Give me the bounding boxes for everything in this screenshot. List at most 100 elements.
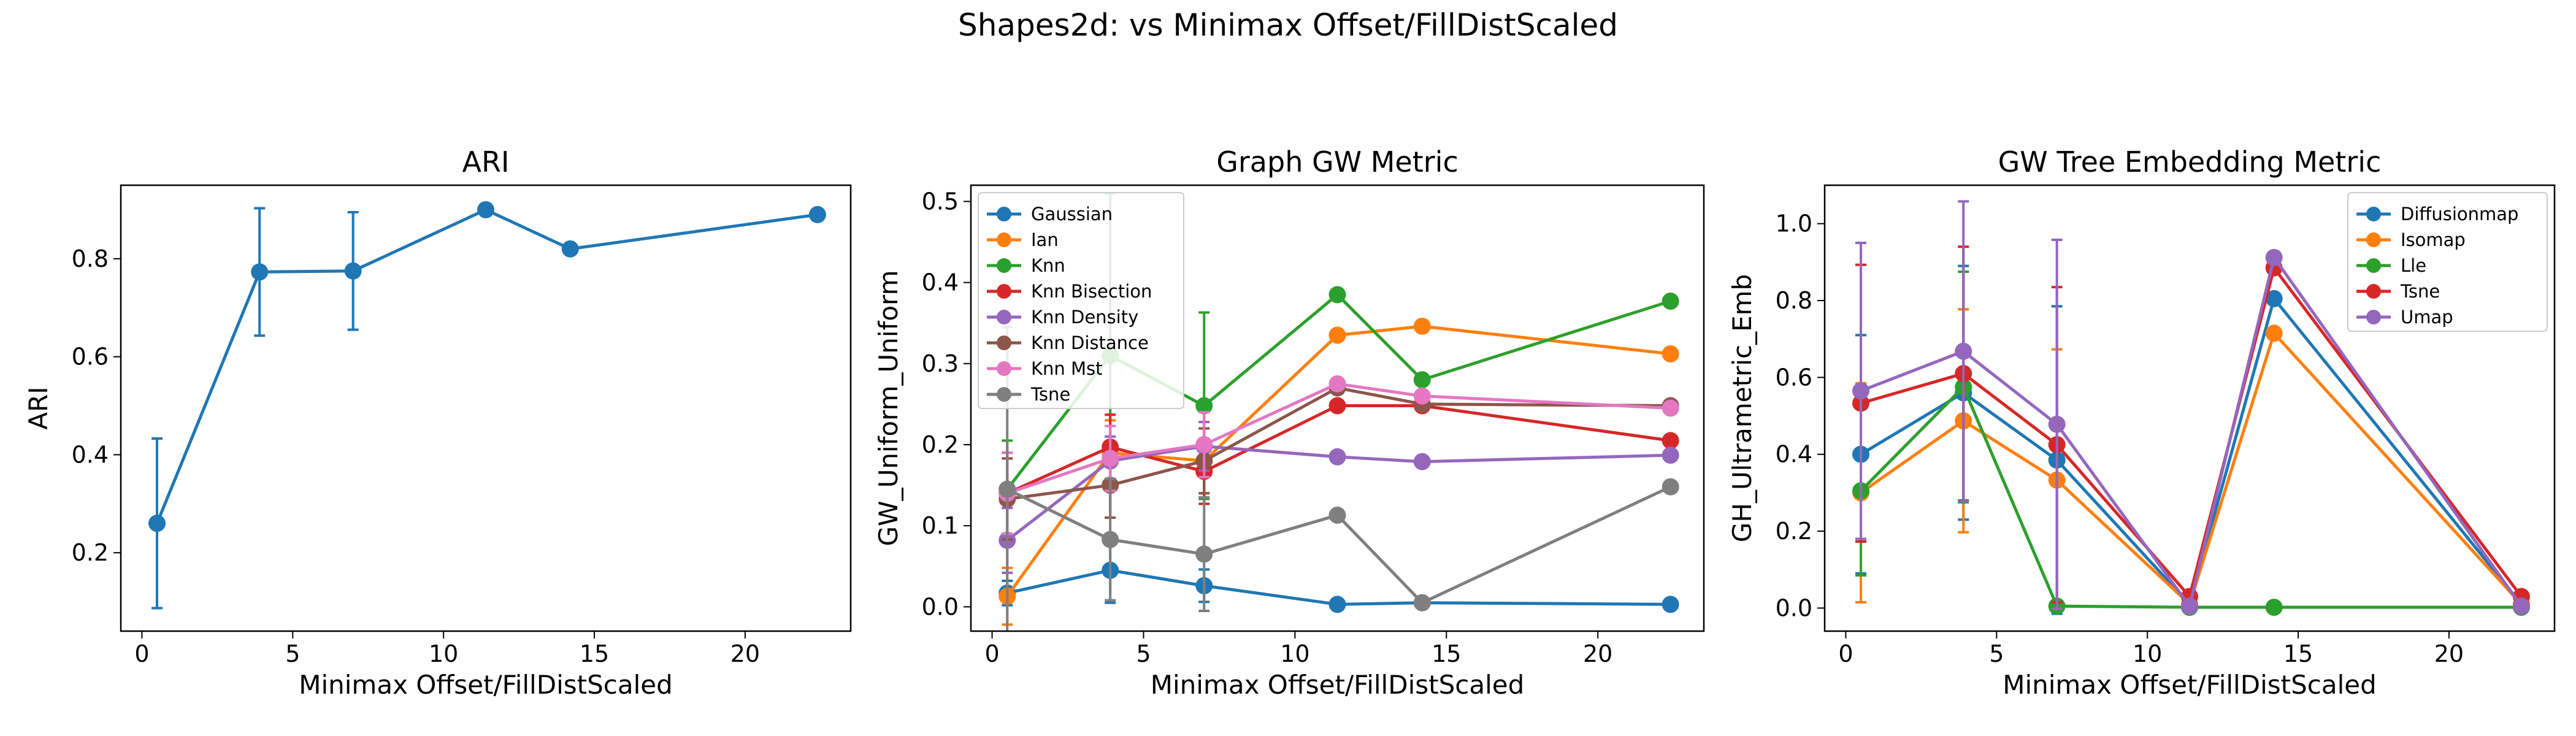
series-line [1860, 331, 2523, 606]
subplot-2: Graph GW Metric 0 5 10 15 20 0.0 0.1 0.2 0.3 0.4 0.… [873, 145, 1705, 700]
x-tick-label: 10 [2133, 640, 2162, 667]
subplot-title: GW Tree Embedding Metric [1998, 145, 2382, 178]
subplot-1: ARI 0 5 10 15 20 0.2 0.4 0.6 0.8 Minimax Offset/Fi… [23, 145, 852, 700]
y-tick-label: 0.0 [1776, 594, 1812, 621]
legend-swatch-marker [997, 387, 1011, 402]
data-point [999, 480, 1016, 498]
axes-frame [1823, 184, 2556, 632]
legend-frame [2347, 192, 2548, 332]
x-axis-label: Minimax Offset/FillDistScaled [1151, 670, 1525, 700]
series-line [1006, 386, 1671, 501]
data-point [1413, 453, 1431, 470]
y-tick-label: 0.4 [72, 441, 109, 468]
data-point [2265, 289, 2283, 307]
legend-swatch-marker [2366, 284, 2381, 299]
data-point [344, 262, 362, 280]
data-point [1413, 317, 1431, 335]
series-line [155, 208, 818, 524]
legend-label: Knn [1031, 255, 1065, 276]
series-umap [1852, 200, 2530, 615]
legend-swatch-marker [2366, 310, 2381, 324]
data-point [1328, 326, 1346, 344]
series-line [1006, 382, 1671, 495]
legend-swatch-marker [997, 361, 1011, 376]
data-point [1195, 397, 1213, 415]
data-point [1328, 448, 1346, 466]
data-point [1662, 293, 1679, 310]
series-line [1860, 256, 2523, 608]
x-tick-label: 20 [730, 640, 760, 667]
series-line [1006, 404, 1671, 495]
data-point [2265, 599, 2283, 616]
data-point [1195, 435, 1213, 453]
series-line [1860, 266, 2523, 599]
data-point [1102, 450, 1119, 467]
y-tick-label: 0.2 [1776, 518, 1812, 545]
y-tick-label: 0.2 [922, 431, 959, 458]
series-line [1006, 445, 1671, 542]
x-tick-label: 0 [984, 640, 999, 667]
x-tick-label: 0 [134, 640, 149, 667]
legend-swatch-marker [997, 310, 1011, 324]
x-tick-label: 10 [429, 640, 458, 667]
subplot-title: ARI [462, 145, 510, 178]
data-point [1662, 432, 1679, 450]
x-tick-label: 0 [1838, 640, 1853, 667]
data-point [251, 263, 269, 281]
legend-label: Knn Density [1031, 307, 1138, 328]
legend-frame [978, 192, 1184, 409]
legend: Diffusionmap Isomap Lle Tsne Umap [2347, 192, 2548, 332]
legend-swatch-marker [997, 258, 1011, 273]
data-point [148, 515, 166, 532]
data-point [2265, 248, 2283, 266]
figure-suptitle: Shapes2d: vs Minimax Offset/FillDistScal… [958, 7, 1618, 43]
data-point [808, 205, 826, 223]
subplot-3: GW Tree Embedding Metric 0 5 10 15 20 0.0 0.2 0.… [1727, 145, 2556, 700]
data-point [1662, 447, 1679, 464]
x-axis-label: Minimax Offset/FillDistScaled [299, 670, 673, 700]
legend-swatch-marker [2366, 232, 2381, 247]
x-axis-label: Minimax Offset/FillDistScaled [2003, 670, 2377, 700]
data-point [561, 240, 579, 258]
x-tick-label: 5 [285, 640, 300, 667]
y-tick-label: 0.8 [1776, 287, 1812, 314]
y-axis-label: GW_Uniform_Uniform [873, 270, 903, 546]
legend-swatch-marker [997, 335, 1011, 350]
plot-area [148, 201, 826, 610]
legend-label: Gaussian [1031, 204, 1113, 224]
y-tick-label: 0.3 [922, 350, 959, 377]
data-point [1328, 506, 1346, 524]
data-point [1662, 478, 1679, 496]
data-point [2181, 597, 2198, 615]
series-line [1860, 385, 2521, 609]
y-tick-label: 0.2 [72, 539, 109, 566]
legend-label: Diffusionmap [2401, 204, 2518, 224]
data-point [1328, 286, 1346, 304]
subplot-panels: ARI 0 5 10 15 20 0.2 0.4 0.6 0.8 Minimax Offset/Fi… [23, 145, 2556, 700]
x-tick-label: 20 [1583, 640, 1612, 667]
y-tick-label: 0.4 [1776, 441, 1812, 468]
data-point [1662, 345, 1679, 362]
series-line [1006, 485, 1671, 605]
x-tick-label: 5 [1989, 640, 2004, 667]
y-tick-label: 1.0 [1776, 210, 1812, 237]
legend-swatch-marker [2366, 207, 2381, 221]
subplot-title: Graph GW Metric [1216, 145, 1458, 178]
axes-frame [970, 184, 1705, 632]
y-tick-label: 0.1 [922, 512, 959, 539]
legend-swatch-marker [997, 207, 1011, 221]
legend-label: Isomap [2401, 229, 2466, 250]
y-axis-label: GH_Ultrametric_Emb [1727, 274, 1757, 542]
series-line [1006, 324, 1671, 597]
data-point [1955, 342, 1972, 360]
legend-label: Knn Mst [1031, 358, 1103, 379]
y-tick-label: 0.6 [72, 343, 109, 370]
plot-area [1852, 200, 2530, 616]
legend-label: Ian [1031, 229, 1059, 250]
y-tick-label: 0.4 [922, 269, 959, 296]
legend: Gaussian Ian Knn Knn Bisection Knn Density Kn… [978, 192, 1184, 409]
data-point [1328, 375, 1346, 393]
x-tick-label: 10 [1280, 640, 1309, 667]
data-point [1852, 382, 1870, 400]
